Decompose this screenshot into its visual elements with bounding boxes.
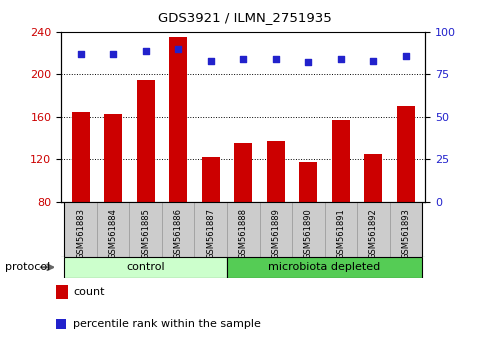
Point <box>239 56 246 62</box>
Bar <box>194 202 226 257</box>
Point <box>206 58 214 64</box>
Bar <box>234 143 252 202</box>
Point <box>401 53 409 58</box>
Point <box>369 58 377 64</box>
Text: GSM561885: GSM561885 <box>141 209 150 259</box>
Bar <box>64 202 97 257</box>
Bar <box>389 202 421 257</box>
Text: protocol: protocol <box>5 262 50 272</box>
Point <box>271 56 279 62</box>
Text: GSM561892: GSM561892 <box>368 209 377 259</box>
Bar <box>396 106 414 202</box>
Bar <box>104 114 122 202</box>
Bar <box>364 154 382 202</box>
Bar <box>299 162 317 202</box>
Text: GSM561887: GSM561887 <box>206 209 215 259</box>
Bar <box>259 202 291 257</box>
Text: microbiota depleted: microbiota depleted <box>268 262 380 272</box>
Text: GSM561893: GSM561893 <box>401 209 409 259</box>
Text: GSM561888: GSM561888 <box>238 209 247 259</box>
Bar <box>226 202 259 257</box>
Point <box>336 56 344 62</box>
Text: control: control <box>126 262 164 272</box>
Bar <box>137 80 154 202</box>
Text: GSM561891: GSM561891 <box>336 209 345 259</box>
Text: GSM561890: GSM561890 <box>303 209 312 259</box>
Bar <box>331 120 349 202</box>
Text: count: count <box>73 287 104 297</box>
Bar <box>129 202 162 257</box>
Bar <box>324 202 356 257</box>
Text: GSM561884: GSM561884 <box>108 209 118 259</box>
Text: GSM561883: GSM561883 <box>76 209 85 259</box>
Point <box>109 51 117 57</box>
Text: GSM561886: GSM561886 <box>173 209 183 259</box>
Point <box>304 59 312 65</box>
Text: GDS3921 / ILMN_2751935: GDS3921 / ILMN_2751935 <box>157 11 331 24</box>
Point <box>77 51 84 57</box>
Bar <box>64 257 226 278</box>
Bar <box>266 141 284 202</box>
Bar <box>72 112 89 202</box>
Bar <box>356 202 389 257</box>
Point <box>174 46 182 52</box>
Text: percentile rank within the sample: percentile rank within the sample <box>73 319 261 329</box>
Bar <box>169 37 187 202</box>
Bar <box>202 157 219 202</box>
Bar <box>226 257 421 278</box>
Text: GSM561889: GSM561889 <box>271 209 280 259</box>
Bar <box>162 202 194 257</box>
Bar <box>291 202 324 257</box>
Bar <box>97 202 129 257</box>
Point <box>142 48 149 53</box>
